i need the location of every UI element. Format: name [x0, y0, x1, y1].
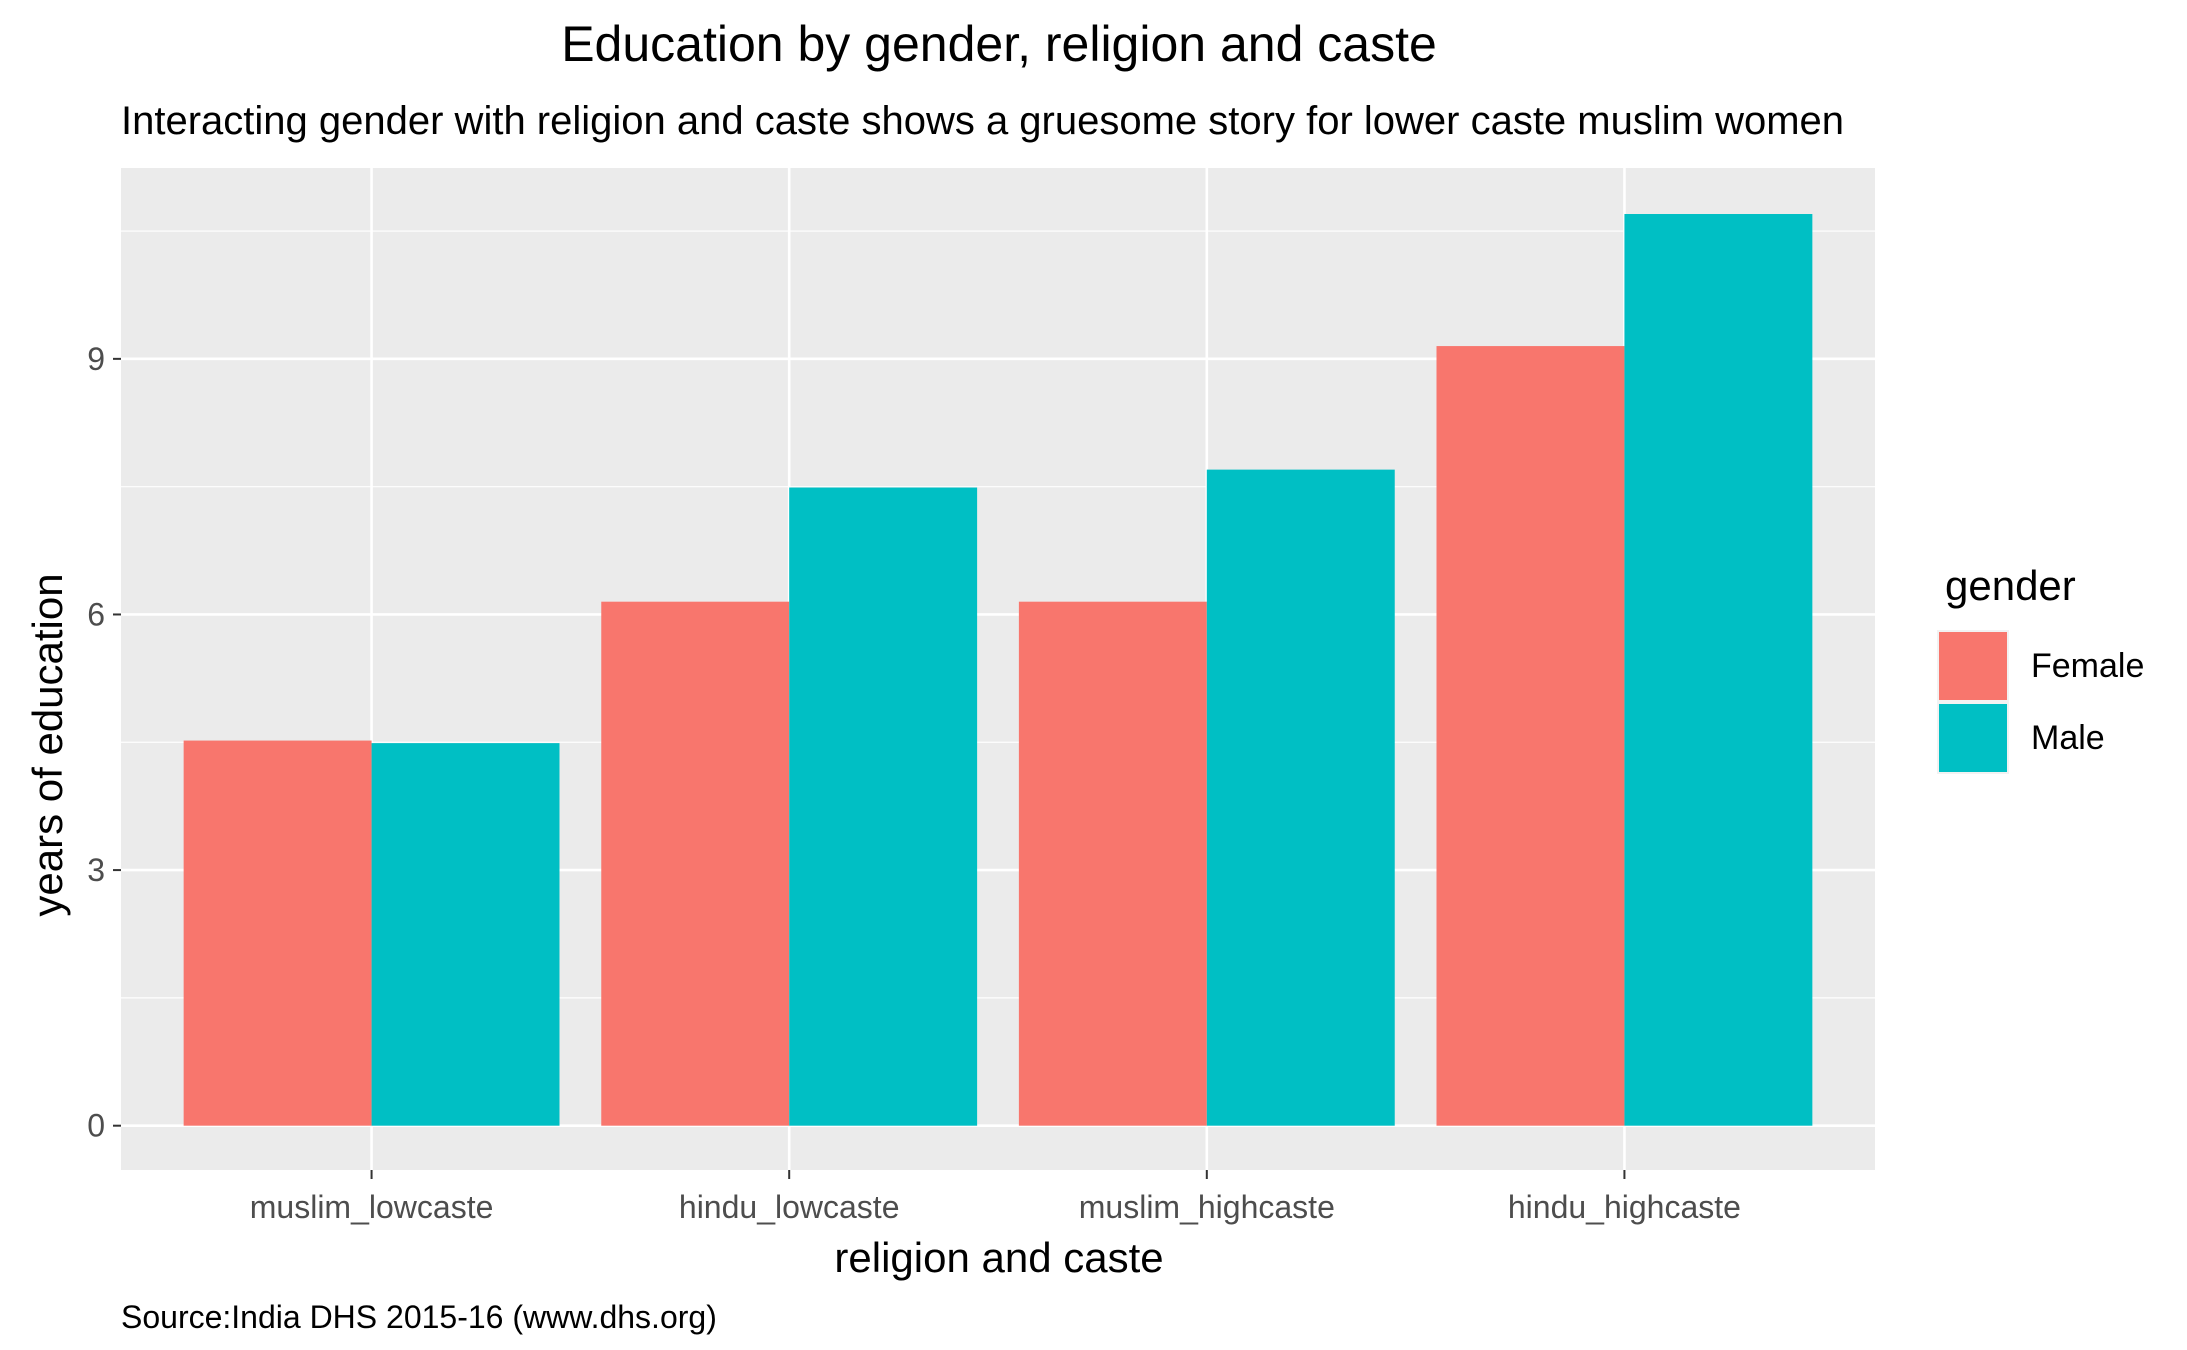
legend: gender Female Male [1937, 562, 2144, 774]
bar-male-hindu_highcaste [1624, 214, 1813, 1126]
chart-title: Education by gender, religion and caste [561, 16, 1437, 72]
bar-female-muslim_lowcaste [183, 740, 372, 1126]
y-tick-label: 0 [87, 1108, 105, 1144]
x-axis-label: religion and caste [834, 1234, 1163, 1281]
legend-label-female: Female [2031, 647, 2144, 685]
y-axis-label: years of education [24, 573, 71, 916]
legend-swatch-male [1939, 704, 2007, 772]
legend-label-male: Male [2031, 719, 2105, 757]
x-tick-label: muslim_lowcaste [250, 1189, 494, 1225]
chart-caption: Source:India DHS 2015-16 (www.dhs.org) [121, 1299, 717, 1335]
y-tick-label: 6 [87, 596, 105, 632]
x-tick-label: muslim_highcaste [1079, 1189, 1335, 1225]
x-tick-label: hindu_highcaste [1508, 1189, 1741, 1225]
x-tick-label: hindu_lowcaste [679, 1189, 900, 1225]
bar-male-muslim_highcaste [1206, 469, 1395, 1126]
y-tick-label: 9 [87, 341, 105, 377]
legend-title: gender [1945, 562, 2076, 609]
bar-male-muslim_lowcaste [371, 743, 560, 1126]
bars [183, 214, 1813, 1126]
bar-female-hindu_lowcaste [601, 601, 790, 1126]
chart-subtitle: Interacting gender with religion and cas… [121, 99, 1844, 143]
y-axis: 0 3 6 9 [87, 341, 121, 1144]
bar-female-muslim_highcaste [1018, 601, 1207, 1126]
x-axis: muslim_lowcaste hindu_lowcaste muslim_high… [250, 1170, 1741, 1225]
y-tick-label: 3 [87, 852, 105, 888]
bar-female-hindu_highcaste [1436, 346, 1625, 1126]
legend-swatch-female [1939, 632, 2007, 700]
bar-male-hindu_lowcaste [789, 487, 978, 1126]
